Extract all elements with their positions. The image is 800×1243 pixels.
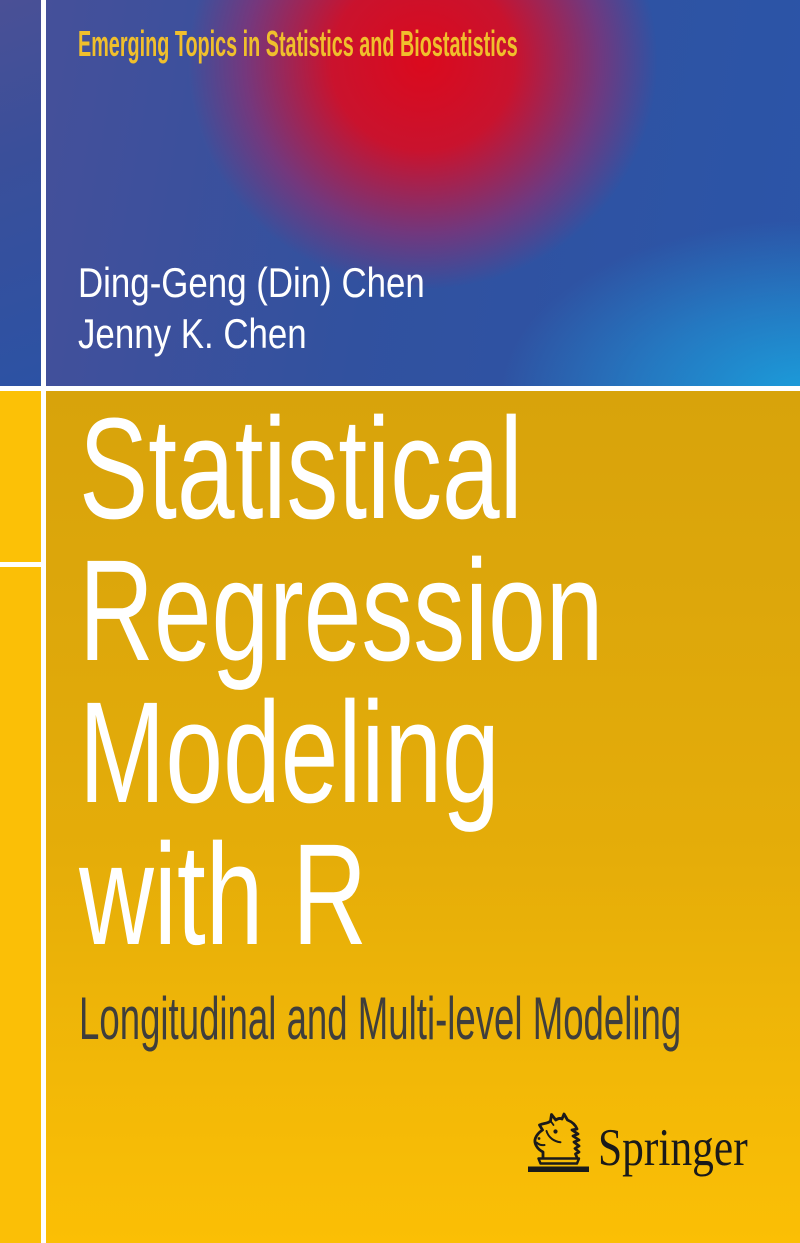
title-line-2: Regression [79, 530, 604, 691]
book-subtitle: Longitudinal and Multi-level Modeling [79, 985, 682, 1052]
book-title: Statistical Regression Modeling with R [79, 388, 604, 975]
title-line-1: Statistical [79, 388, 523, 549]
header-panel: Emerging Topics in Statistics and Biosta… [46, 0, 800, 386]
series-title: Emerging Topics in Statistics and Biosta… [78, 23, 518, 64]
spine-strip-blue [0, 0, 41, 386]
springer-horse-icon [528, 1112, 589, 1172]
title-line-4: with R [79, 814, 368, 975]
title-panel: Statistical Regression Modeling with R L… [46, 391, 800, 1243]
spine-strip-yellow-top [0, 391, 41, 562]
author-name-2: Jenny K. Chen [78, 310, 307, 357]
title-line-3: Modeling [79, 672, 500, 833]
publisher-logo: Springer [527, 1112, 781, 1175]
publisher-name: Springer [598, 1119, 748, 1177]
author-name-1: Ding-Geng (Din) Chen [78, 259, 425, 306]
spine-strip-yellow-bottom [0, 567, 41, 1243]
authors-block: Ding-Geng (Din) Chen Jenny K. Chen [78, 257, 425, 359]
